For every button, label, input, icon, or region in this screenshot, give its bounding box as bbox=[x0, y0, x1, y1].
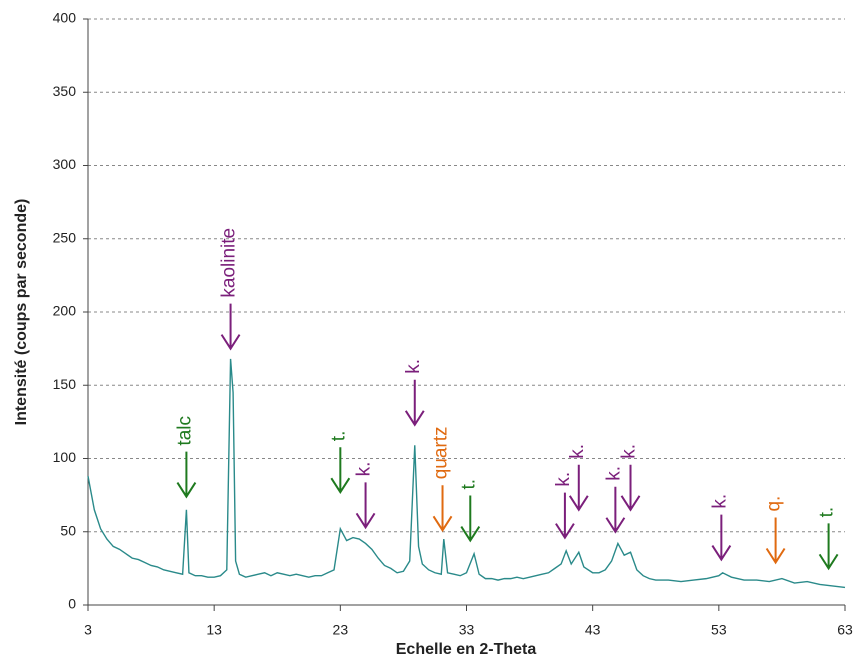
annotation-arrow bbox=[568, 464, 589, 512]
annotation-arrow bbox=[176, 451, 197, 499]
y-tick-label: 0 bbox=[68, 596, 76, 612]
x-tick-label: 43 bbox=[585, 622, 601, 638]
annotation-label: quartz bbox=[431, 426, 452, 479]
annotation-arrow bbox=[220, 303, 241, 351]
x-axis-title: Echelle en 2-Theta bbox=[396, 641, 537, 658]
annotation-arrow bbox=[355, 482, 376, 530]
annotation-arrow bbox=[765, 517, 786, 565]
y-tick-label: 50 bbox=[60, 522, 76, 538]
annotation-arrow bbox=[432, 485, 453, 533]
annotation-label: k. bbox=[553, 472, 574, 487]
y-tick-label: 150 bbox=[53, 376, 77, 392]
y-tick-label: 200 bbox=[53, 303, 77, 319]
x-tick-label: 53 bbox=[711, 622, 727, 638]
annotation-arrow bbox=[555, 492, 575, 540]
x-tick-label: 63 bbox=[837, 622, 853, 638]
x-tick-label: 23 bbox=[333, 622, 349, 638]
annotation-label: k. bbox=[619, 444, 640, 459]
x-tick-label: 13 bbox=[206, 622, 222, 638]
annotation-label: k. bbox=[603, 466, 624, 481]
y-tick-label: 100 bbox=[53, 449, 77, 465]
annotation-arrow bbox=[460, 495, 481, 543]
annotation-label: k. bbox=[403, 359, 424, 374]
annotation-label: kaolinite bbox=[219, 228, 240, 298]
annotation-label: q. bbox=[764, 496, 785, 512]
y-tick-label: 300 bbox=[53, 156, 77, 172]
annotation-arrow bbox=[404, 379, 425, 427]
annotation-label: t. bbox=[328, 431, 349, 442]
annotation-label: t. bbox=[817, 507, 838, 518]
y-tick-label: 350 bbox=[53, 83, 77, 99]
annotation-label: talc bbox=[174, 416, 195, 446]
y-tick-label: 400 bbox=[53, 10, 77, 26]
annotation-arrow bbox=[330, 447, 351, 495]
annotation-label: k. bbox=[709, 494, 730, 509]
x-tick-label: 3 bbox=[84, 622, 92, 638]
annotation-arrow bbox=[620, 464, 641, 512]
annotation-arrow bbox=[605, 486, 626, 534]
y-axis-title: Intensité (coups par seconde) bbox=[13, 199, 30, 426]
annotation-arrow bbox=[711, 514, 732, 562]
data-line bbox=[87, 358, 846, 589]
annotation-arrow bbox=[818, 523, 839, 571]
x-tick-label: 33 bbox=[459, 622, 475, 638]
annotation-label: t. bbox=[458, 479, 479, 490]
annotation-label: k. bbox=[567, 444, 588, 459]
annotation-label: k. bbox=[354, 462, 375, 477]
y-tick-label: 250 bbox=[53, 229, 77, 245]
